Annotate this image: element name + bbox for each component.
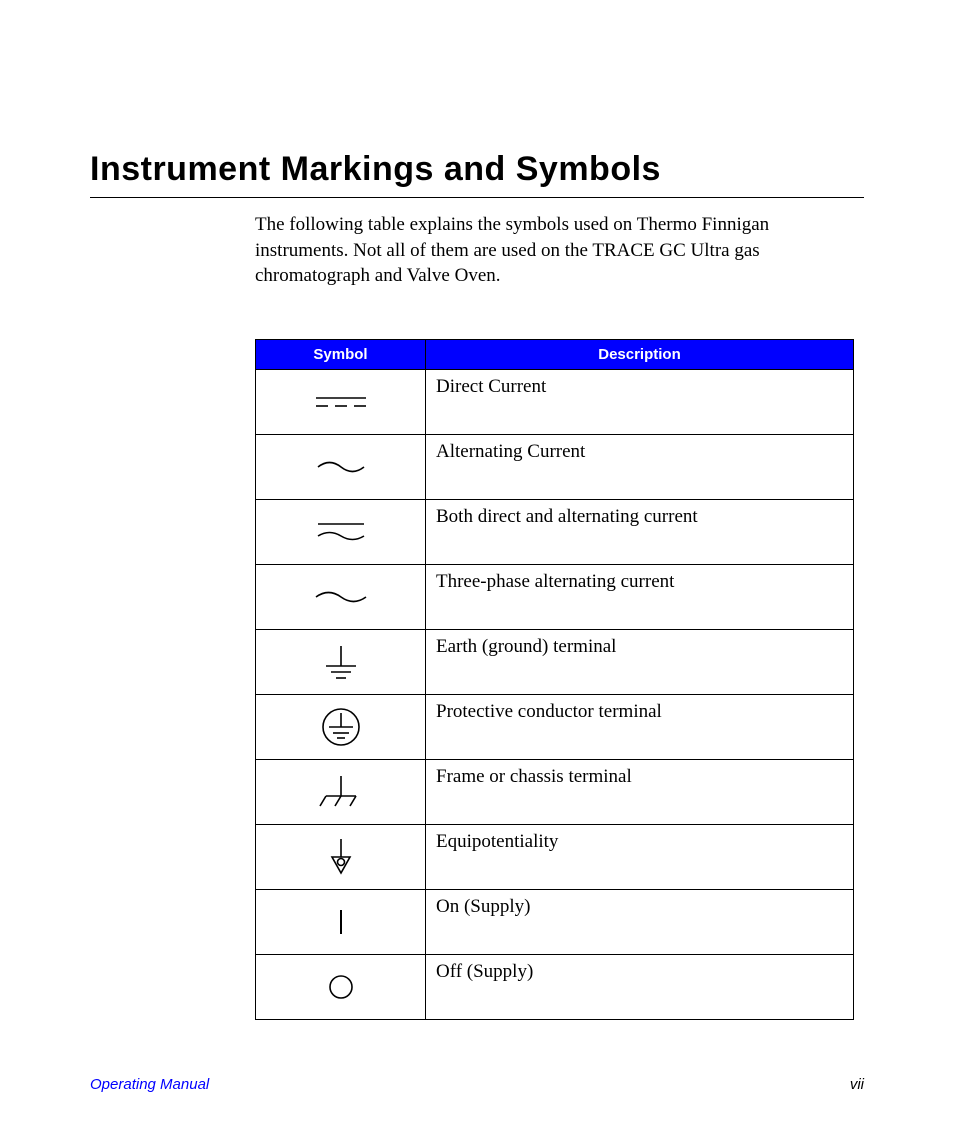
page-footer: Operating Manual vii [90, 1076, 864, 1093]
symbol-description: Equipotentiality [426, 824, 854, 889]
page-title: Instrument Markings and Symbols [90, 150, 864, 189]
symbols-table-body: Direct CurrentAlternating Current Both d… [256, 369, 854, 1019]
table-row: Off (Supply) [256, 954, 854, 1019]
dc-icon [256, 369, 426, 434]
intro-paragraph: The following table explains the symbols… [255, 212, 854, 289]
symbol-description: Alternating Current [426, 434, 854, 499]
earth-ground-icon [256, 629, 426, 694]
page-content: Instrument Markings and Symbols The foll… [0, 0, 954, 1020]
symbols-table: Symbol Description Direct CurrentAlterna… [255, 339, 854, 1020]
footer-page-number: vii [850, 1076, 864, 1093]
title-rule [90, 197, 864, 198]
symbol-description: Direct Current [426, 369, 854, 434]
chassis-ground-icon [256, 759, 426, 824]
table-row: Alternating Current [256, 434, 854, 499]
table-row: Protective conductor terminal [256, 694, 854, 759]
off-supply-icon [256, 954, 426, 1019]
table-row: Direct Current [256, 369, 854, 434]
table-row: Earth (ground) terminal [256, 629, 854, 694]
dc-ac-icon [256, 499, 426, 564]
col-header-symbol: Symbol [256, 339, 426, 369]
col-header-description: Description [426, 339, 854, 369]
table-row: Frame or chassis terminal [256, 759, 854, 824]
symbols-table-wrap: Symbol Description Direct CurrentAlterna… [255, 339, 854, 1020]
equipotential-icon [256, 824, 426, 889]
table-row: On (Supply) [256, 889, 854, 954]
on-supply-icon [256, 889, 426, 954]
symbol-description: Three-phase alternating current [426, 564, 854, 629]
three-phase-ac-icon [256, 564, 426, 629]
symbol-description: Frame or chassis terminal [426, 759, 854, 824]
symbol-description: Off (Supply) [426, 954, 854, 1019]
symbol-description: Earth (ground) terminal [426, 629, 854, 694]
table-row: Three-phase alternating current [256, 564, 854, 629]
protective-earth-icon [256, 694, 426, 759]
symbol-description: Protective conductor terminal [426, 694, 854, 759]
ac-icon [256, 434, 426, 499]
table-row: Equipotentiality [256, 824, 854, 889]
table-row: Both direct and alternating current [256, 499, 854, 564]
symbol-description: On (Supply) [426, 889, 854, 954]
footer-manual-name: Operating Manual [90, 1076, 209, 1093]
symbol-description: Both direct and alternating current [426, 499, 854, 564]
